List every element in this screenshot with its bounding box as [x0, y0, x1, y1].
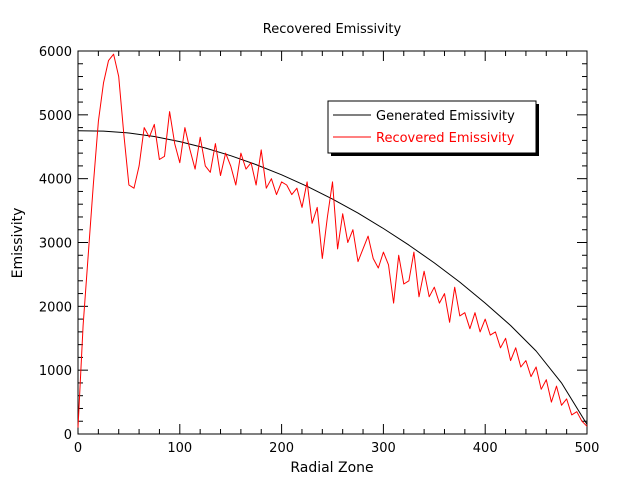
legend-label-recovered: Recovered Emissivity — [376, 131, 515, 146]
x-tick-label: 500 — [575, 441, 600, 456]
x-tick-label: 300 — [371, 441, 396, 456]
series-line-recovered — [77, 53, 588, 428]
y-tick-label: 4000 — [39, 173, 72, 188]
tick-labels: 0 100 200 300 400 500010002000300040005000600… — [39, 45, 600, 456]
x-tick-label: 400 — [473, 441, 498, 456]
y-tick-label: 3000 — [39, 237, 72, 252]
series-group — [77, 53, 588, 428]
x-tick-label: 200 — [269, 441, 294, 456]
y-tick-label: 0 — [64, 428, 72, 443]
chart-title: Recovered Emissivity — [263, 22, 402, 37]
legend: Generated Emissivity Recovered Emissivit… — [327, 100, 539, 156]
y-tick-label: 5000 — [39, 109, 72, 124]
y-tick-label: 2000 — [39, 300, 72, 315]
y-tick-label: 1000 — [39, 364, 72, 379]
y-axis-label: Emissivity — [10, 208, 26, 279]
axis-ticks — [77, 50, 588, 435]
x-axis-label: Radial Zone — [290, 460, 373, 476]
y-tick-label: 6000 — [39, 45, 72, 60]
x-tick-label: 0 — [74, 441, 82, 456]
series-line-generated — [77, 130, 588, 425]
legend-label-generated: Generated Emissivity — [376, 109, 515, 124]
legend-box — [327, 100, 537, 154]
x-tick-label: 100 — [167, 441, 192, 456]
